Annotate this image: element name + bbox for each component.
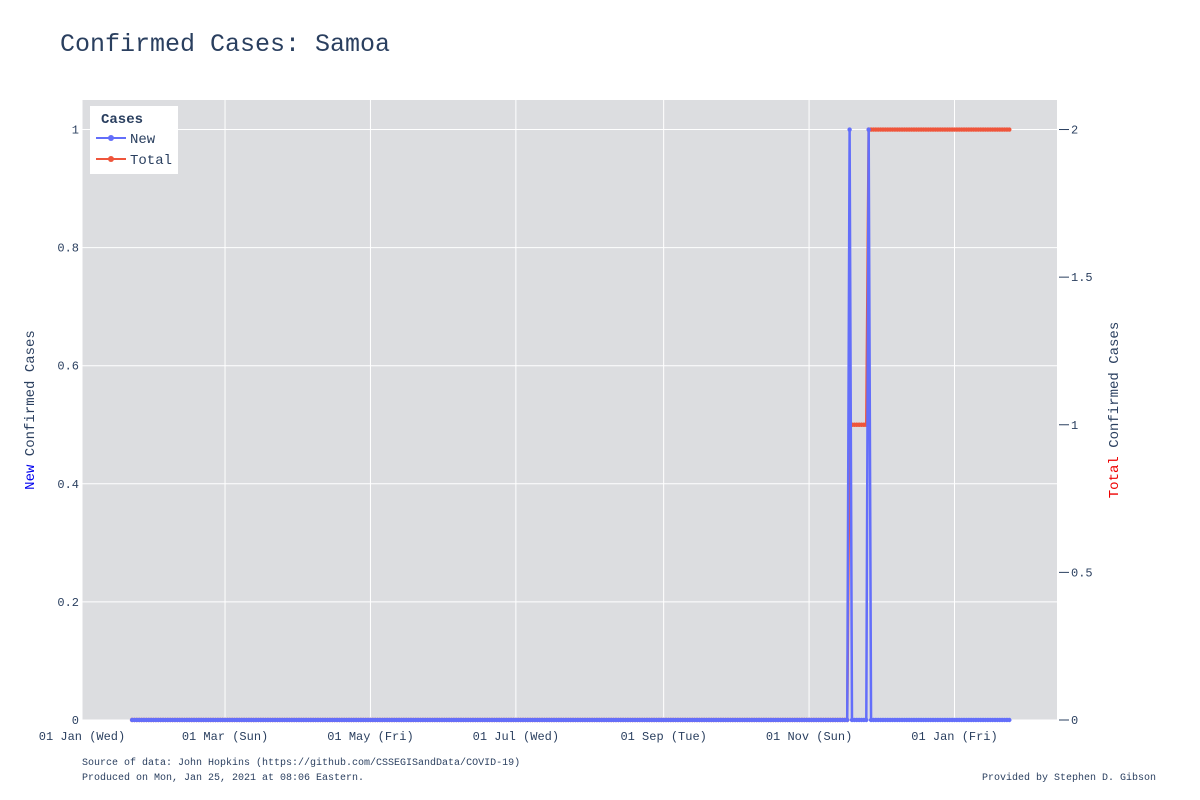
- y-right-axis-title-rest: Confirmed Cases: [1107, 322, 1123, 456]
- series-markers-new: [129, 127, 1012, 723]
- y-left-axis-title-prefix: New: [23, 464, 39, 490]
- y-right-axis-title-prefix: Total: [1107, 456, 1123, 498]
- x-tick-label: 01 Sep (Tue): [620, 730, 706, 744]
- footer-source: Source of data: John Hopkins (https://gi…: [82, 757, 520, 769]
- y-left-axis-title-rest: Confirmed Cases: [23, 330, 39, 464]
- data-point-total: [1007, 127, 1012, 132]
- plot-area: [82, 100, 1057, 720]
- legend-label-total: Total: [130, 153, 172, 169]
- footer-credit: Provided by Stephen D. Gibson: [982, 772, 1156, 784]
- x-tick-label: 01 Jan (Wed): [39, 730, 125, 744]
- legend-item-total[interactable]: Total: [96, 153, 172, 169]
- y-left-tick-label: 0: [72, 714, 79, 728]
- x-tick-label: 01 Jul (Wed): [473, 730, 559, 744]
- legend-box: [90, 106, 178, 174]
- y-right-tick-label: 1: [1071, 419, 1078, 433]
- y-left-tick-label: 0.6: [57, 360, 79, 374]
- x-tick-label: 01 Jan (Fri): [911, 730, 997, 744]
- axis-ticks: 01 Jan (Wed) 01 Mar (Sun) 01 May (Fri) 01 J…: [39, 124, 1093, 744]
- data-point-new: [864, 717, 869, 723]
- y-left-tick-label: 0.2: [57, 596, 79, 610]
- x-tick-label: 01 Mar (Sun): [182, 730, 268, 744]
- y-left-axis-title: New Confirmed Cases: [23, 330, 39, 490]
- legend-label-new: New: [130, 132, 156, 148]
- x-tick-label: 01 May (Fri): [327, 730, 413, 744]
- chart-title: Confirmed Cases: Samoa: [60, 30, 390, 59]
- y-right-tick-label: 1.5: [1071, 271, 1093, 285]
- footer-produced: Produced on Mon, Jan 25, 2021 at 08:06 E…: [82, 772, 364, 784]
- y-right-tick-label: 0.5: [1071, 566, 1093, 580]
- legend-marker-new: [108, 135, 114, 141]
- legend-item-new[interactable]: New: [96, 132, 156, 148]
- y-right-tick-label: 0: [1071, 714, 1078, 728]
- y-left-tick-label: 0.4: [57, 478, 79, 492]
- data-point-new: [866, 127, 871, 132]
- data-point-new: [847, 127, 852, 132]
- legend-marker-total: [108, 156, 114, 162]
- y-right-tick-label: 2: [1071, 124, 1078, 138]
- y-left-tick-label: 0.8: [57, 242, 79, 256]
- y-left-tick-label: 1: [72, 124, 79, 138]
- legend[interactable]: Cases New Total: [90, 106, 178, 174]
- y-right-axis-title: Total Confirmed Cases: [1107, 322, 1123, 498]
- series-layer: [129, 127, 1012, 723]
- legend-title: Cases: [101, 112, 143, 128]
- data-point-new: [1007, 717, 1012, 723]
- x-tick-label: 01 Nov (Sun): [766, 730, 852, 744]
- data-point-new: [845, 717, 850, 723]
